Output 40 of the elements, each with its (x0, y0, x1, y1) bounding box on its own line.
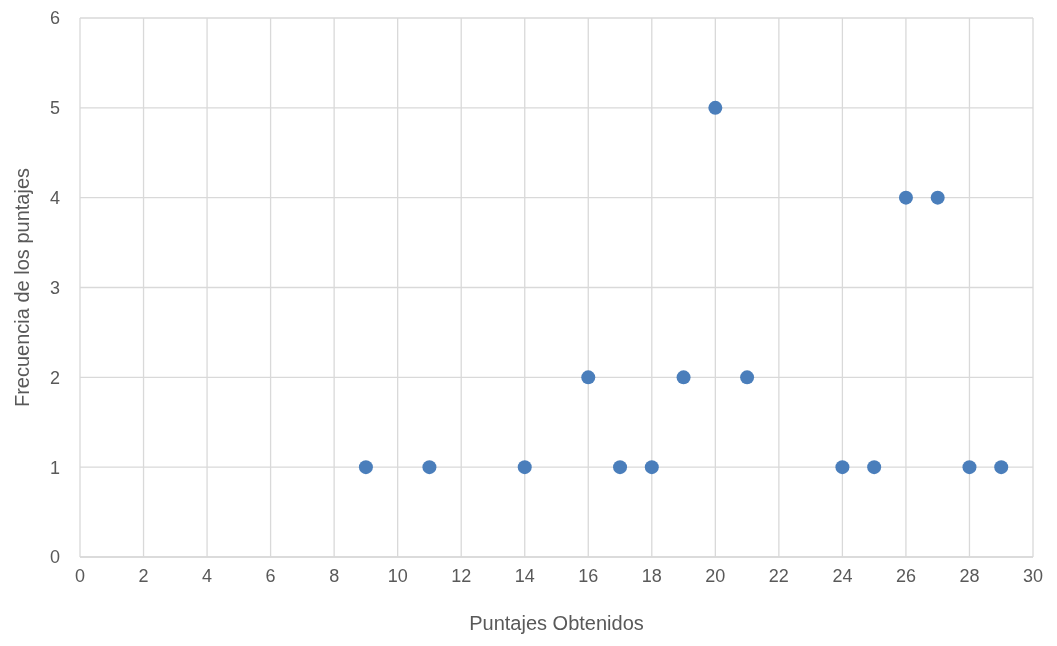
x-tick-label: 20 (705, 565, 726, 586)
x-tick-label: 12 (451, 565, 472, 586)
point (676, 370, 691, 385)
point (898, 190, 913, 205)
x-tick-label: 28 (959, 565, 980, 586)
y-tick-label: 4 (49, 188, 60, 209)
point (835, 460, 850, 475)
y-axis-title: Frecuencia de los puntajes (11, 167, 34, 408)
point (517, 460, 532, 475)
point (422, 460, 437, 475)
x-tick-label: 10 (387, 565, 408, 586)
point (740, 370, 755, 385)
x-tick-label: 0 (74, 565, 86, 586)
x-tick-label: 16 (578, 565, 599, 586)
y-tick-label: 1 (49, 457, 60, 478)
x-tick-label: 2 (138, 565, 149, 586)
point (708, 100, 723, 115)
x-tick-label: 8 (329, 565, 340, 586)
x-tick-label: 26 (895, 565, 916, 586)
y-tick-label: 6 (49, 8, 60, 29)
point (644, 460, 659, 475)
point (613, 460, 628, 475)
y-tick-label: 0 (49, 547, 60, 568)
x-axis-title: Puntajes Obtenidos (469, 612, 644, 634)
x-tick-label: 4 (202, 565, 213, 586)
point (930, 190, 945, 205)
point (581, 370, 596, 385)
x-tick-label: 14 (514, 565, 535, 586)
point (994, 460, 1009, 475)
x-tick-label: 6 (265, 565, 276, 586)
y-tick-label: 5 (49, 98, 60, 119)
y-tick-label: 3 (49, 277, 60, 298)
y-tick-label: 2 (49, 367, 60, 388)
point (867, 460, 882, 475)
point (358, 460, 373, 475)
point (962, 460, 977, 475)
x-tick-label: 24 (832, 565, 853, 586)
x-tick-label: 30 (1022, 565, 1044, 586)
x-tick-label: 22 (768, 565, 789, 586)
x-tick-label: 18 (641, 565, 662, 586)
